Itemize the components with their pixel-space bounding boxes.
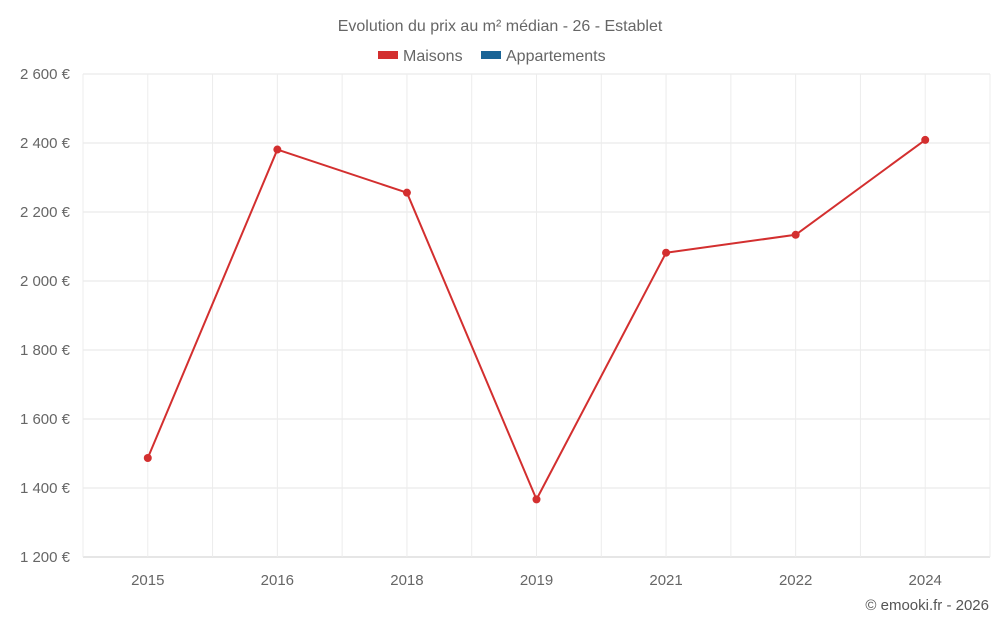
y-axis: 1 200 € 1 400 € 1 600 € 1 800 € 2 000 € 2 200… [20, 66, 71, 566]
x-tick-label: 2015 [131, 572, 164, 589]
x-tick-label: 2022 [779, 572, 812, 589]
data-point-maisons[interactable] [402, 188, 411, 197]
x-tick-label: 2018 [390, 572, 423, 589]
y-tick-label: 2 200 € [20, 204, 71, 221]
legend: Maisons Appartements [378, 48, 606, 65]
x-axis: 2015 2016 2018 2019 2021 2022 2024 [131, 572, 942, 589]
data-point-maisons[interactable] [273, 145, 282, 154]
data-point-maisons[interactable] [143, 453, 152, 462]
legend-label-maisons[interactable]: Maisons [403, 48, 463, 65]
data-point-maisons[interactable] [662, 248, 671, 257]
x-tick-label: 2016 [261, 572, 294, 589]
legend-swatch-appartements[interactable] [481, 51, 501, 59]
y-tick-label: 1 800 € [20, 342, 71, 359]
legend-swatch-maisons[interactable] [378, 51, 398, 59]
series-maisons [143, 135, 930, 504]
credit-text: © emooki.fr - 2026 [865, 597, 989, 614]
y-tick-label: 1 400 € [20, 480, 71, 497]
y-tick-label: 2 600 € [20, 66, 71, 83]
y-tick-label: 2 000 € [20, 273, 71, 290]
x-tick-label: 2021 [649, 572, 682, 589]
y-tick-label: 2 400 € [20, 135, 71, 152]
legend-label-appartements[interactable]: Appartements [506, 48, 606, 65]
data-point-maisons[interactable] [791, 230, 800, 239]
x-tick-label: 2024 [909, 572, 942, 589]
data-point-maisons[interactable] [921, 135, 930, 144]
grid [82, 73, 991, 558]
y-tick-label: 1 600 € [20, 411, 71, 428]
y-tick-label: 1 200 € [20, 549, 71, 566]
data-point-maisons[interactable] [532, 495, 541, 504]
chart-title: Evolution du prix au m² médian - 26 - Es… [338, 18, 663, 35]
x-tick-label: 2019 [520, 572, 553, 589]
